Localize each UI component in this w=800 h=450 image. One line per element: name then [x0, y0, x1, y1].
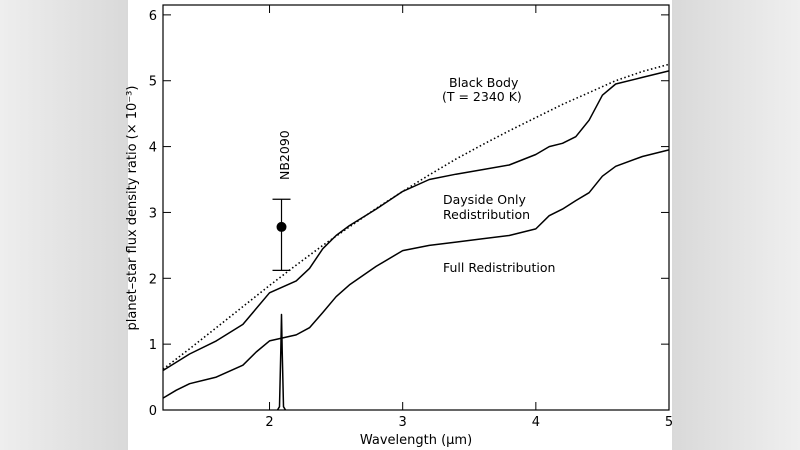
plot-frame [162, 4, 670, 411]
dayside-label-line2: Redistribution [443, 207, 530, 222]
y-tick-label: 3 [149, 206, 157, 221]
nb2090-label: NB2090 [277, 130, 292, 180]
x-tick-label: 4 [532, 415, 540, 430]
y-tick-label: 6 [149, 9, 157, 24]
dayside-label-line1: Dayside Only [443, 192, 527, 207]
blackbody-label-line2: (T = 2340 K) [442, 89, 522, 104]
left-margin-background [0, 0, 128, 450]
y-tick-label: 0 [149, 404, 157, 419]
x-axis-label: Wavelength (μm) [360, 433, 472, 448]
x-tick-label: 2 [265, 415, 273, 430]
series-line-2 [162, 70, 670, 372]
y-axis-label: planet–star flux density ratio (× 10⁻³) [125, 86, 140, 331]
y-tick-label: 1 [149, 338, 157, 353]
y-tick-label: 4 [149, 141, 157, 156]
nb2090-measurement [272, 198, 291, 271]
y-tick-label: 5 [149, 75, 157, 90]
x-tick-label: 5 [665, 415, 673, 430]
figure-panel [128, 0, 673, 450]
axis-ticks: 2 3 4 5 0 1 2 3 4 5 6 [149, 5, 673, 430]
right-margin-background [672, 0, 800, 450]
blackbody-label-line1: Black Body [449, 75, 519, 90]
series-group [162, 63, 670, 411]
series-line-3 [162, 149, 670, 399]
series-line-1 [162, 63, 670, 370]
y-tick-label: 2 [149, 272, 157, 287]
series-line-4 [276, 313, 287, 411]
data-point [276, 221, 287, 232]
x-tick-label: 3 [399, 415, 407, 430]
full-redistribution-label: Full Redistribution [443, 260, 555, 275]
